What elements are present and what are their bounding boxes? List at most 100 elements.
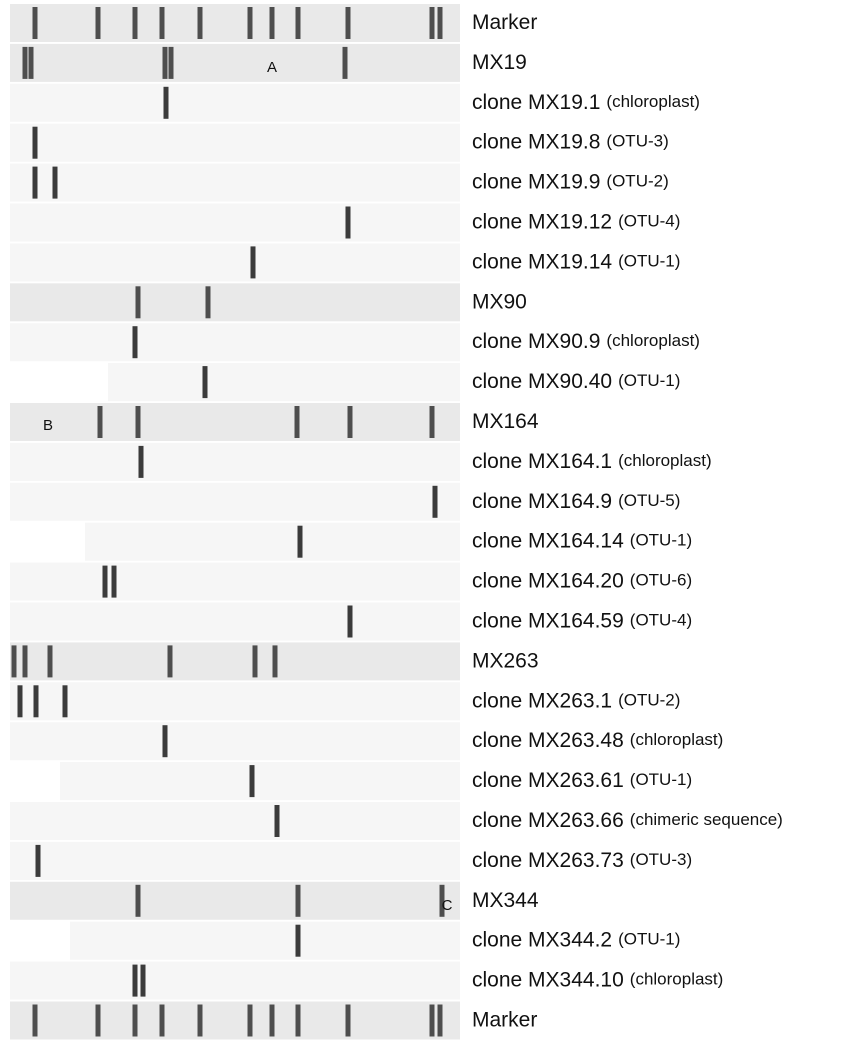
gel-lane (10, 962, 460, 1000)
gel-band (141, 965, 146, 997)
gel-band (430, 1005, 435, 1037)
gel-lane (108, 363, 460, 401)
gel-lane (10, 4, 460, 42)
lane-name: clone MX19.1 (472, 90, 600, 113)
lane-note: (chimeric sequence) (630, 810, 783, 829)
lane-note: (OTU-1) (618, 930, 680, 949)
lane-label: clone MX90.40 (OTU-1) (472, 370, 680, 393)
lane-name: Marker (472, 1008, 537, 1031)
lane-note: (OTU-3) (606, 132, 668, 151)
lane-name: MX90 (472, 290, 527, 313)
lane-note: (OTU-2) (606, 172, 668, 191)
gel-band (63, 685, 68, 717)
gel-band (160, 1005, 165, 1037)
gel-lane (10, 243, 460, 281)
lane-label: MX164 (472, 410, 539, 433)
gel-band (133, 326, 138, 358)
page: {"lanes": [ {"label": "Marker"}, {"label… (0, 0, 855, 1043)
lane-name: clone MX164.14 (472, 529, 624, 552)
gel-band (298, 526, 303, 558)
gel-band (36, 845, 41, 877)
lane-note: (chloroplast) (630, 970, 724, 989)
gel-band (430, 406, 435, 438)
lane-note: (OTU-3) (630, 850, 692, 869)
gel-lane (10, 84, 460, 122)
lane-label: clone MX19.14(OTU-1) (472, 250, 680, 273)
gel-lane (10, 44, 460, 82)
lane-label: MX263 (472, 649, 539, 672)
lane-name: clone MX263.48 (472, 729, 624, 752)
gel-lane (10, 124, 460, 162)
lane-note: (OTU-5) (618, 491, 680, 510)
lane-name: MX263 (472, 649, 539, 672)
gel-lane (10, 682, 460, 720)
gel-lane (70, 922, 460, 960)
lane-note: (chloroplast) (630, 731, 724, 750)
lane-name: clone MX263.1 (472, 689, 612, 712)
gel-lane (10, 323, 460, 361)
lane-label: MX90 (472, 290, 527, 313)
lane-note: (OTU-6) (630, 571, 692, 590)
gel-band (33, 1005, 38, 1037)
lane-note: (chloroplast) (618, 451, 712, 470)
gel-band (34, 685, 39, 717)
lane-name: clone MX263.66 (472, 809, 624, 832)
gel-band (433, 486, 438, 518)
lane-name: clone MX263.73 (472, 848, 624, 871)
gel-band (23, 645, 28, 677)
lane-label: clone MX263.48 (chloroplast) (472, 729, 723, 752)
gel-band (163, 725, 168, 757)
gel-band (160, 7, 165, 39)
lane-label: clone MX263.61(OTU-1) (472, 769, 692, 792)
gel-band (18, 685, 23, 717)
gel-band (346, 1005, 351, 1037)
lane-label: clone MX263.66 (chimeric sequence) (472, 809, 783, 832)
gel-lane (10, 1002, 460, 1040)
gel-lane (10, 403, 460, 441)
gel-band (253, 645, 258, 677)
gel-band (203, 366, 208, 398)
gel-band (250, 765, 255, 797)
gel-band (295, 406, 300, 438)
gel-lane (10, 443, 460, 481)
gel-band (248, 7, 253, 39)
gel-band (136, 885, 141, 917)
gel-band (251, 246, 256, 278)
gel-band (270, 1005, 275, 1037)
gel-band (296, 7, 301, 39)
gel-band (139, 446, 144, 478)
gel-band (348, 606, 353, 638)
gel-band (96, 7, 101, 39)
lane-label: MX19 (472, 50, 527, 73)
gel-band (133, 1005, 138, 1037)
gel-band (33, 7, 38, 39)
gel-band (346, 7, 351, 39)
lane-note: (OTU-1) (630, 531, 692, 550)
lane-note: (OTU-1) (618, 372, 680, 391)
gel-figure: MarkerMX19clone MX19.1(chloroplast)clone… (0, 0, 855, 1043)
lane-label: clone MX90.9(chloroplast) (472, 330, 700, 353)
gel-band (348, 406, 353, 438)
gel-band (275, 805, 280, 837)
gel-band (198, 1005, 203, 1037)
gel-lane (85, 523, 460, 561)
gel-band (206, 286, 211, 318)
gel-band (112, 566, 117, 598)
lane-label: clone MX164.14 (OTU-1) (472, 529, 692, 552)
lane-name: MX344 (472, 888, 539, 911)
gel-band (346, 207, 351, 239)
lane-label: Marker (472, 11, 537, 34)
gel-band (48, 645, 53, 677)
gel-band (270, 7, 275, 39)
lane-name: clone MX164.59 (472, 609, 624, 632)
gel-band (198, 7, 203, 39)
lane-label: clone MX19.8(OTU-3) (472, 130, 669, 153)
lane-name: clone MX90.40 (472, 370, 612, 393)
gel-band (33, 127, 38, 159)
lane-name: clone MX344.10 (472, 968, 624, 991)
gel-lane (10, 283, 460, 321)
gel-band (296, 885, 301, 917)
gel-band (438, 7, 443, 39)
lane-label: clone MX19.12(OTU-4) (472, 210, 680, 233)
gel-band (98, 406, 103, 438)
